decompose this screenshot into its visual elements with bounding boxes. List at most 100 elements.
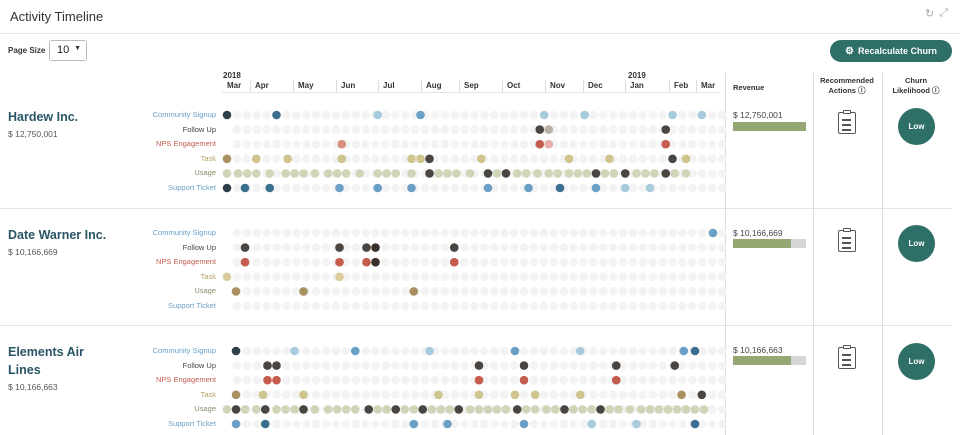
expand-icon[interactable]: ⤢ [939, 7, 948, 19]
activity-dot[interactable] [636, 405, 646, 414]
activity-dot[interactable] [222, 169, 232, 178]
activity-dot[interactable] [409, 405, 419, 414]
activity-dot[interactable] [272, 110, 281, 120]
activity-dot[interactable] [258, 390, 268, 400]
activity-dot[interactable] [240, 183, 250, 193]
activity-dot[interactable] [231, 419, 241, 429]
activity-dot[interactable] [337, 139, 347, 149]
activity-dot[interactable] [510, 390, 520, 400]
activity-dot[interactable] [591, 169, 601, 178]
activity-dot[interactable] [222, 183, 232, 193]
activity-dot[interactable] [544, 169, 554, 178]
activity-dot[interactable] [625, 405, 635, 414]
activity-dot[interactable] [231, 405, 241, 414]
activity-dot[interactable] [272, 405, 281, 414]
activity-dot[interactable] [364, 405, 374, 414]
activity-dot[interactable] [483, 169, 493, 178]
activity-dot[interactable] [222, 405, 232, 414]
activity-dot[interactable] [362, 243, 371, 252]
clipboard-icon[interactable] [838, 345, 856, 369]
activity-dot[interactable] [263, 361, 272, 370]
refresh-icon[interactable]: ↻ [924, 8, 935, 20]
activity-dot[interactable] [611, 375, 621, 385]
activity-dot[interactable] [281, 169, 290, 178]
activity-dot[interactable] [560, 405, 569, 414]
activity-dot[interactable] [521, 405, 531, 414]
activity-dot[interactable] [519, 375, 529, 385]
activity-dot[interactable] [434, 390, 443, 400]
activity-dot[interactable] [445, 405, 455, 414]
activity-dot[interactable] [425, 154, 434, 164]
activity-dot[interactable] [335, 183, 344, 193]
activity-dot[interactable] [371, 243, 380, 252]
activity-dot[interactable] [335, 257, 344, 267]
churn-badge[interactable]: Low [898, 343, 935, 380]
activity-dot[interactable] [690, 419, 700, 429]
activity-dot[interactable] [452, 169, 461, 178]
activity-dot[interactable] [661, 169, 671, 178]
activity-dot[interactable] [400, 405, 410, 414]
activity-dot[interactable] [609, 169, 619, 178]
activity-dot[interactable] [260, 405, 270, 414]
activity-dot[interactable] [407, 154, 416, 164]
activity-dot[interactable] [614, 405, 623, 414]
activity-dot[interactable] [681, 405, 691, 414]
activity-dot[interactable] [661, 125, 671, 134]
activity-dot[interactable] [299, 405, 308, 414]
activity-dot[interactable] [708, 228, 718, 238]
activity-dot[interactable] [519, 361, 529, 370]
activity-dot[interactable] [251, 154, 261, 164]
churn-badge[interactable]: Low [898, 225, 935, 262]
activity-dot[interactable] [668, 154, 677, 164]
activity-dot[interactable] [332, 405, 342, 414]
activity-dot[interactable] [510, 346, 520, 356]
activity-dot[interactable] [474, 390, 484, 400]
activity-dot[interactable] [575, 346, 585, 356]
activity-dot[interactable] [596, 405, 605, 414]
activity-dot[interactable] [240, 257, 250, 267]
account-name[interactable]: Date Warner Inc. [8, 228, 107, 242]
activity-dot[interactable] [427, 405, 437, 414]
activity-dot[interactable] [530, 405, 540, 414]
activity-dot[interactable] [530, 390, 540, 400]
activity-dot[interactable] [465, 405, 475, 414]
activity-dot[interactable] [416, 110, 425, 120]
activity-dot[interactable] [434, 169, 443, 178]
activity-dot[interactable] [690, 405, 700, 414]
activity-dot[interactable] [449, 243, 459, 252]
activity-dot[interactable] [263, 375, 272, 385]
page-size-select[interactable]: 10 ▼ [49, 40, 87, 61]
activity-dot[interactable] [290, 169, 299, 178]
activity-dot[interactable] [443, 169, 452, 178]
activity-dot[interactable] [512, 405, 522, 414]
activity-dot[interactable] [611, 361, 621, 370]
activity-dot[interactable] [332, 169, 342, 178]
activity-dot[interactable] [492, 405, 502, 414]
activity-dot[interactable] [672, 405, 682, 414]
activity-dot[interactable] [699, 405, 709, 414]
activity-dot[interactable] [454, 405, 464, 414]
activity-dot[interactable] [373, 169, 383, 178]
activity-dot[interactable] [697, 390, 707, 400]
account-name[interactable]: Hardew Inc. [8, 110, 79, 124]
activity-dot[interactable] [233, 169, 243, 178]
activity-dot[interactable] [391, 169, 401, 178]
activity-dot[interactable] [355, 169, 365, 178]
recalculate-churn-button[interactable]: ⚙ Recalculate Churn [830, 40, 952, 62]
activity-dot[interactable] [501, 169, 511, 178]
activity-dot[interactable] [535, 125, 545, 134]
activity-dot[interactable] [474, 361, 484, 370]
clipboard-icon[interactable] [838, 228, 856, 252]
activity-dot[interactable] [474, 405, 484, 414]
activity-dot[interactable] [679, 346, 689, 356]
activity-dot[interactable] [323, 169, 333, 178]
activity-dot[interactable] [483, 183, 493, 193]
activity-dot[interactable] [382, 405, 392, 414]
activity-dot[interactable] [474, 375, 484, 385]
activity-dot[interactable] [697, 110, 707, 120]
activity-dot[interactable] [323, 405, 333, 414]
activity-dot[interactable] [553, 169, 563, 178]
activity-dot[interactable] [425, 169, 434, 178]
activity-dot[interactable] [681, 169, 691, 178]
activity-dot[interactable] [350, 346, 360, 356]
